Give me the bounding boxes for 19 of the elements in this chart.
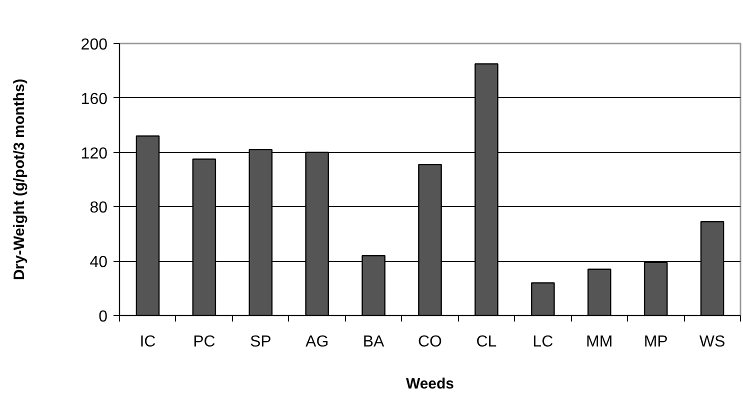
y-tick-label: 120 (80, 145, 108, 162)
x-tick-label: MM (586, 334, 613, 350)
y-tick-label: 200 (80, 36, 108, 54)
x-axis-title: Weeds (406, 376, 454, 392)
x-tick-label: LC (532, 334, 554, 350)
x-tick-label: SP (250, 334, 272, 350)
x-tick-label: MP (644, 334, 668, 350)
y-tick-label: 80 (90, 200, 108, 217)
x-tick-label: WS (699, 334, 726, 350)
y-tick-label: 0 (98, 308, 108, 326)
x-tick-label: IC (140, 334, 156, 350)
y-axis-title: Dry-Weight (g/pot/3 months) (10, 78, 28, 280)
y-tick-label: 40 (90, 254, 108, 272)
x-tick-label: CL (476, 334, 497, 350)
x-tick-label: PC (193, 334, 216, 350)
y-tick-label: 160 (80, 90, 108, 108)
x-tick-label: AG (306, 334, 329, 350)
x-tick-label: BA (362, 334, 385, 350)
x-tick-label: CO (418, 334, 442, 350)
